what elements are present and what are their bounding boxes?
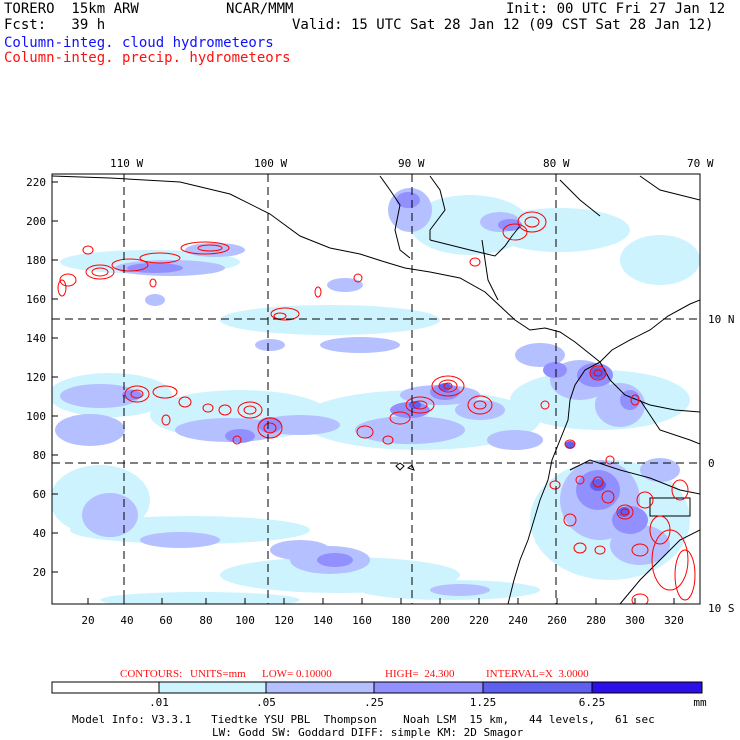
contour-high: HIGH= 24.300 [385,668,455,680]
y-tick-labels: 220 200 180 160 140 120 100 80 60 40 20 [26,176,46,579]
axis-ticks [52,181,675,604]
lon-label-70w: 70 W [687,157,714,170]
model-info: Model Info: V3.3.1 Tiedtke YSU PBL Thomp… [72,713,655,726]
colorbar-bin [373,681,484,694]
colorbar-bin [482,681,593,694]
lat-label-0: 0 [708,457,715,470]
precip-contours [57,211,696,604]
colorbar: .01 .05 .25 1.25 6.25 mm [51,681,707,709]
x-tick-label: 120 [274,614,294,627]
y-tick-label: 200 [26,215,46,228]
x-tick-label: 220 [469,614,489,627]
model-title: TORERO 15km ARW [4,1,139,17]
y-tick-label: 180 [26,254,46,267]
x-tick-label: 240 [508,614,528,627]
x-tick-label: 100 [235,614,255,627]
colorbar-label: 1.25 [470,696,497,709]
x-tick-label: 40 [120,614,133,627]
field-label-cloud: Column-integ. cloud hydrometeors [4,35,274,51]
x-tick-label: 60 [159,614,172,627]
organization: NCAR/MMM [226,1,294,17]
x-tick-label: 200 [430,614,450,627]
graticule [52,174,700,604]
y-tick-label: 20 [33,566,46,579]
field-label-precip: Column-integ. precip. hydrometeors [4,50,291,66]
colorbar-label: .05 [256,696,276,709]
lon-label-100w: 100 W [254,157,287,170]
coastlines [52,175,700,604]
forecast-hour: Fcst: 39 h [4,17,106,33]
colorbar-units: mm [693,696,707,709]
x-tick-labels: 20 40 60 80 100 120 140 160 180 200 220 … [81,614,684,627]
x-tick-label: 280 [586,614,606,627]
lon-label-90w: 90 W [398,157,425,170]
x-tick-label: 260 [547,614,567,627]
x-tick-label: 180 [391,614,411,627]
model-physics: LW: Godd SW: Goddard DIFF: simple KM: 2D… [212,726,524,739]
x-tick-label: 80 [199,614,212,627]
contour-units: UNITS=mm [190,668,246,680]
x-tick-label: 20 [81,614,94,627]
lat-label-10s: 10 S [708,602,735,615]
x-tick-label: 300 [625,614,645,627]
x-tick-label: 140 [313,614,333,627]
contours-label: CONTOURS: [120,668,183,680]
colorbar-label: .01 [149,696,169,709]
lat-label-10n: 10 N [708,313,735,326]
contour-low: LOW= 0.10000 [262,668,332,680]
init-time: Init: 00 UTC Fri 27 Jan 12 [506,1,726,17]
y-tick-label: 220 [26,176,46,189]
y-tick-label: 160 [26,293,46,306]
lon-label-80w: 80 W [543,157,570,170]
y-tick-label: 60 [33,488,46,501]
colorbar-label: .25 [364,696,384,709]
valid-time: Valid: 15 UTC Sat 28 Jan 12 (09 CST Sat … [292,17,714,33]
contour-interval: INTERVAL=X 3.0000 [486,668,589,680]
y-tick-label: 40 [33,527,46,540]
colorbar-bin [158,681,267,694]
lon-label-110w: 110 W [110,157,143,170]
y-tick-label: 100 [26,410,46,423]
x-tick-label: 320 [664,614,684,627]
colorbar-label: 6.25 [579,696,606,709]
y-tick-label: 80 [33,449,46,462]
map-frame [51,173,701,605]
y-tick-label: 120 [26,371,46,384]
colorbar-bin [265,681,375,694]
colorbar-bin [51,681,160,694]
colorbar-bin [591,681,703,694]
x-tick-label: 160 [352,614,372,627]
y-tick-label: 140 [26,332,46,345]
